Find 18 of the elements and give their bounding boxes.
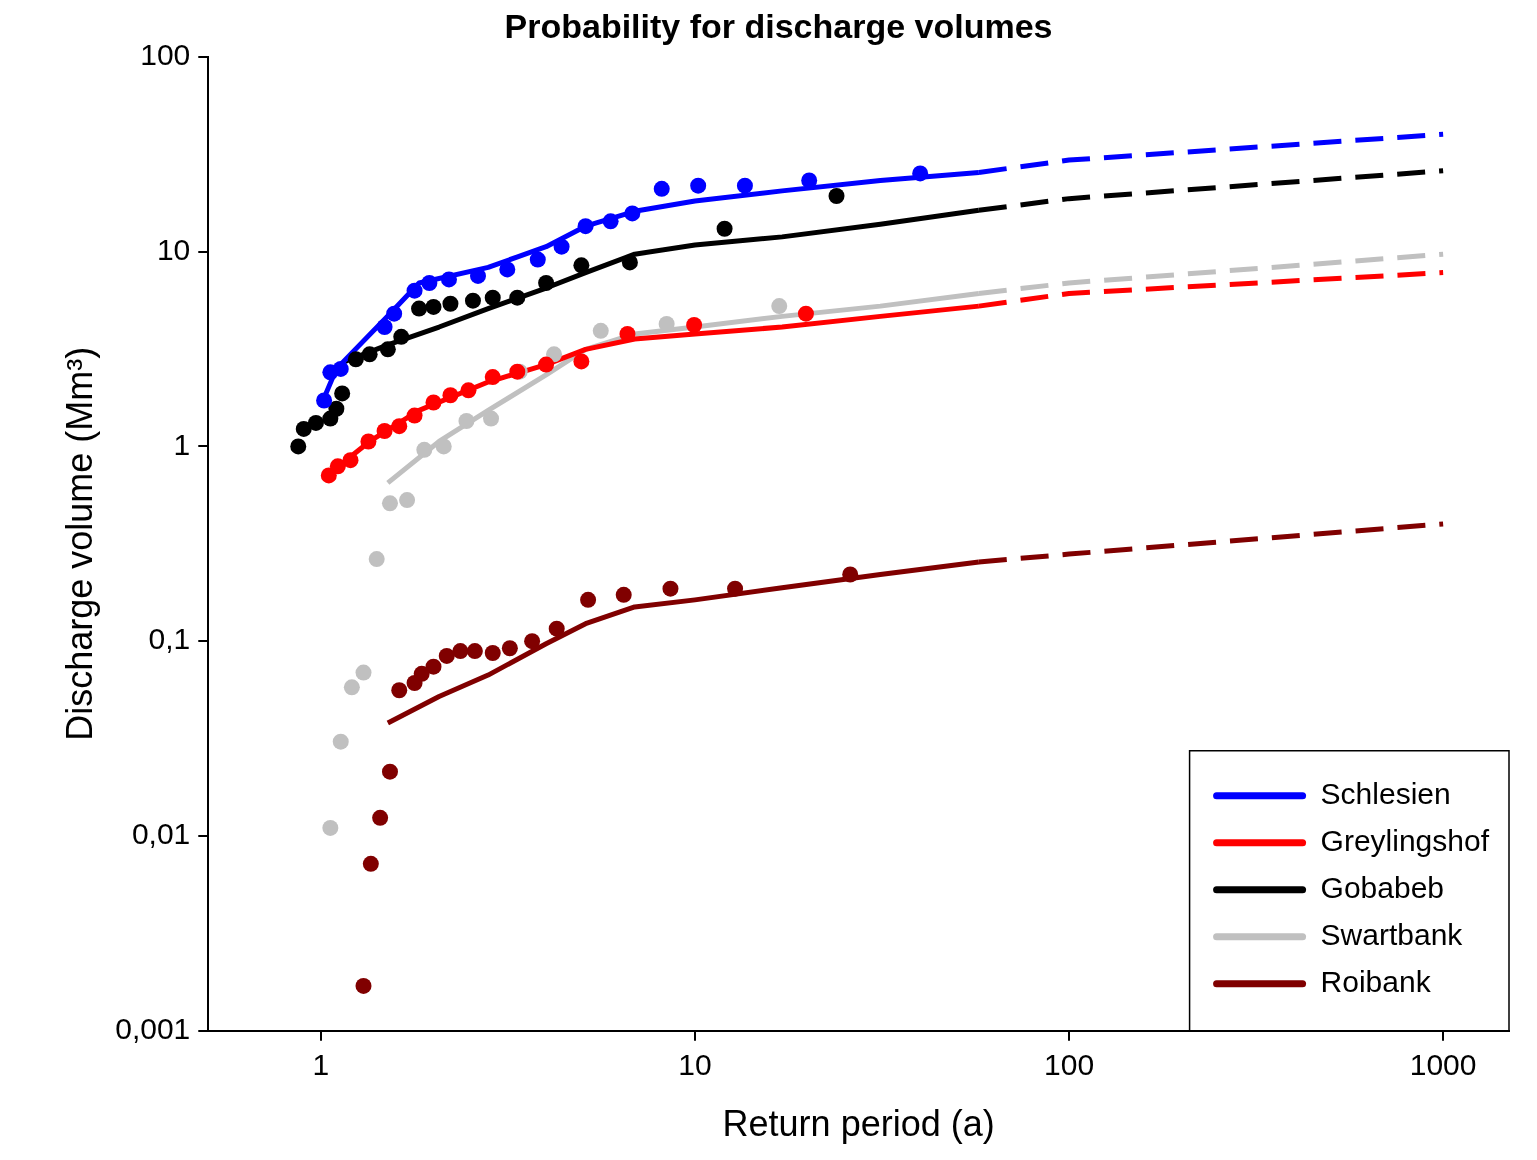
y-tick-label: 0,01 [131,817,191,851]
y-tick-label: 0,1 [148,622,191,656]
x-axis-title: Return period (a) [722,1103,995,1145]
x-tick-label: 1 [312,1048,330,1082]
y-tick-label: 10 [156,232,191,266]
legend-label: Gobabeb [1320,871,1445,905]
x-tick-label: 100 [1044,1048,1095,1082]
y-tick-label: 1 [173,427,191,461]
y-axis-title: Discharge volume (Mm³) [58,346,100,741]
chart-title: Probability for discharge volumes [504,6,1053,45]
y-tick-label: 0,001 [115,1012,191,1046]
legend-label: Roibank [1320,965,1432,999]
legend-label: Schlesien [1320,777,1451,811]
legend-label: Greylingshof [1320,824,1490,858]
x-tick-label: 10 [678,1048,712,1082]
legend-label: Swartbank [1320,918,1464,952]
x-tick-label: 1000 [1409,1048,1477,1082]
y-tick-label: 100 [140,38,191,72]
